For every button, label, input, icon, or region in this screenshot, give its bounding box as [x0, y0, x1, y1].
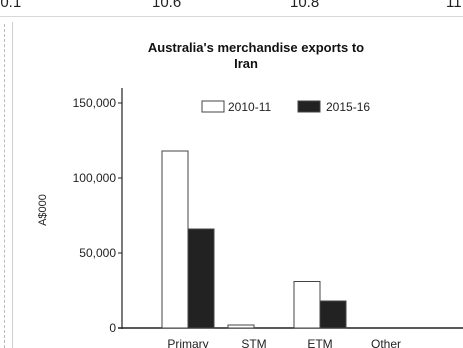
- top-strip-value: 10.8: [290, 0, 320, 11]
- bar-2010-11-ETM: [293, 281, 321, 329]
- chart-subtitle: Iran: [234, 56, 258, 71]
- x-tick-label: ETM: [307, 337, 332, 348]
- dashed-margin-line: [4, 24, 5, 348]
- legend-swatch: [201, 100, 225, 113]
- x-tick-label: Other: [371, 337, 401, 348]
- top-strip-value: 10.1: [0, 0, 22, 11]
- y-axis-label: A$000: [37, 194, 49, 226]
- chart-title: Australia's merchandise exports to: [148, 40, 364, 55]
- legend-label: 2010-11: [228, 100, 271, 114]
- y-tick-label: 50,000: [79, 246, 116, 260]
- y-tick-label: 150,000: [73, 96, 117, 110]
- y-tick-label: 0: [109, 321, 116, 335]
- y-tick-label: 100,000: [73, 171, 117, 185]
- bar-2015-16-Primary: [187, 228, 215, 329]
- top-strip-value: 11: [446, 0, 462, 11]
- x-tick-label: Primary: [167, 337, 208, 348]
- top-strip: 10.1 10.6 10.8 11: [0, 0, 463, 17]
- top-strip-value: 10.6: [152, 0, 182, 11]
- bar-2015-16-ETM: [319, 300, 347, 329]
- chart-panel: [12, 22, 463, 348]
- x-tick-label: STM: [241, 337, 266, 348]
- bar-2010-11-Primary: [161, 150, 189, 329]
- bar-2010-11-STM: [227, 324, 255, 329]
- legend-swatch: [297, 100, 321, 113]
- legend-label: 2015-16: [326, 100, 370, 114]
